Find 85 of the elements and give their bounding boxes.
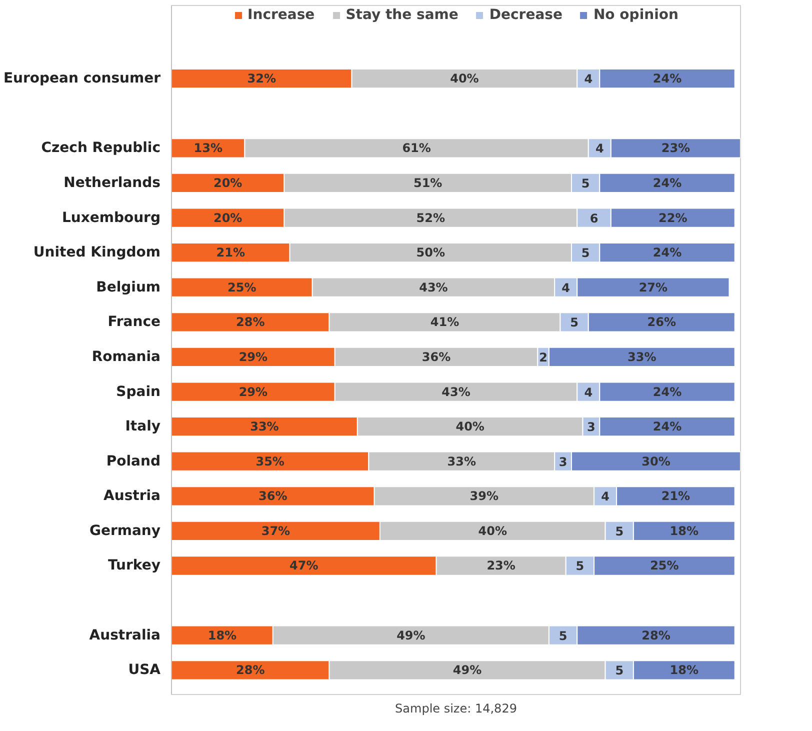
data-label: 5 xyxy=(615,664,624,678)
data-label: 40% xyxy=(478,524,507,538)
y-tick-label: Spain xyxy=(116,384,161,400)
data-label: 3 xyxy=(587,420,596,434)
data-label: 5 xyxy=(558,628,568,643)
data-label: 24% xyxy=(652,420,682,434)
data-label: 24% xyxy=(652,176,682,190)
data-label: 28% xyxy=(236,315,265,330)
data-label: 13% xyxy=(194,141,222,156)
data-label: 49% xyxy=(452,663,482,678)
y-tick-label: Germany xyxy=(89,522,161,539)
data-label: 27% xyxy=(638,280,668,294)
data-label: 51% xyxy=(413,176,442,190)
y-tick-label: United Kingdom xyxy=(33,244,161,261)
data-label: 37% xyxy=(261,524,290,538)
data-label: 25% xyxy=(228,280,256,294)
data-label: 41% xyxy=(430,315,460,330)
y-tick-label: European consumer xyxy=(3,70,161,87)
text: Sample size: 14,829 xyxy=(395,702,517,716)
data-label: 18% xyxy=(208,628,237,642)
legend-label: Decrease xyxy=(489,7,562,23)
y-tick-label: Italy xyxy=(125,418,161,435)
y-tick-label: Australia xyxy=(89,627,161,644)
data-label: 50% xyxy=(416,246,446,260)
data-label: 43% xyxy=(419,280,448,294)
data-label: 61% xyxy=(402,141,431,156)
data-label: 23% xyxy=(486,558,516,573)
data-label: 5 xyxy=(615,524,624,538)
data-label: 35% xyxy=(256,454,284,468)
data-label: 20% xyxy=(213,176,242,190)
y-tick-label: Czech Republic xyxy=(41,140,161,156)
legend-label: No opinion xyxy=(593,7,678,23)
data-label: 33% xyxy=(628,350,656,364)
y-tick-label: France xyxy=(108,314,160,330)
data-label: 5 xyxy=(581,176,590,190)
data-label: 18% xyxy=(670,524,699,538)
legend-label: Increase xyxy=(248,7,315,23)
data-label: 32% xyxy=(247,72,276,86)
data-label: 28% xyxy=(236,663,265,678)
data-label: 21% xyxy=(216,246,246,260)
data-label: 4 xyxy=(584,72,593,86)
data-label: 4 xyxy=(562,280,570,295)
y-tick-label: Netherlands xyxy=(64,174,161,191)
y-tick-label: Luxembourg xyxy=(62,210,161,226)
data-label: 36% xyxy=(258,489,288,504)
data-label: 24% xyxy=(652,72,682,86)
data-label: 22% xyxy=(658,210,688,225)
y-tick-label: Poland xyxy=(106,453,161,470)
data-label: 24% xyxy=(652,384,682,399)
data-label: 21% xyxy=(661,489,690,504)
data-label: 5 xyxy=(570,316,578,330)
data-label: 28% xyxy=(642,628,670,642)
data-label: 30% xyxy=(642,454,670,468)
data-label: 5 xyxy=(581,246,590,260)
data-label: 4 xyxy=(595,142,604,156)
y-tick-label: Belgium xyxy=(96,279,161,296)
data-label: 36% xyxy=(422,350,451,364)
legend-label: Stay the same xyxy=(346,7,458,23)
data-label: 18% xyxy=(670,663,699,678)
data-label: 23% xyxy=(661,141,690,156)
data-label: 29% xyxy=(238,350,268,364)
data-label: 29% xyxy=(238,384,268,399)
data-label: 20% xyxy=(213,210,242,225)
data-label: 6 xyxy=(590,211,598,226)
y-tick-label: USA xyxy=(128,662,161,678)
data-label: 49% xyxy=(396,628,426,642)
data-label: 40% xyxy=(450,72,479,86)
data-label: 52% xyxy=(416,210,446,225)
data-label: 26% xyxy=(647,315,676,330)
data-label: 47% xyxy=(290,558,318,573)
data-label: 39% xyxy=(470,489,499,504)
data-label: 4 xyxy=(584,385,593,400)
data-label: 25% xyxy=(650,558,679,573)
y-tick-label: Romania xyxy=(92,348,161,365)
y-tick-label: Austria xyxy=(104,488,161,504)
data-label: 33% xyxy=(250,420,279,434)
data-label: 4 xyxy=(601,490,610,504)
data-label: 5 xyxy=(576,559,584,574)
data-label: 24% xyxy=(652,246,682,260)
data-label: 40% xyxy=(456,420,484,434)
data-label: 43% xyxy=(442,384,470,399)
y-tick-label: Turkey xyxy=(108,558,161,574)
data-label: 2 xyxy=(539,350,548,364)
data-label: 33% xyxy=(447,454,476,468)
data-label: 3 xyxy=(558,454,568,469)
